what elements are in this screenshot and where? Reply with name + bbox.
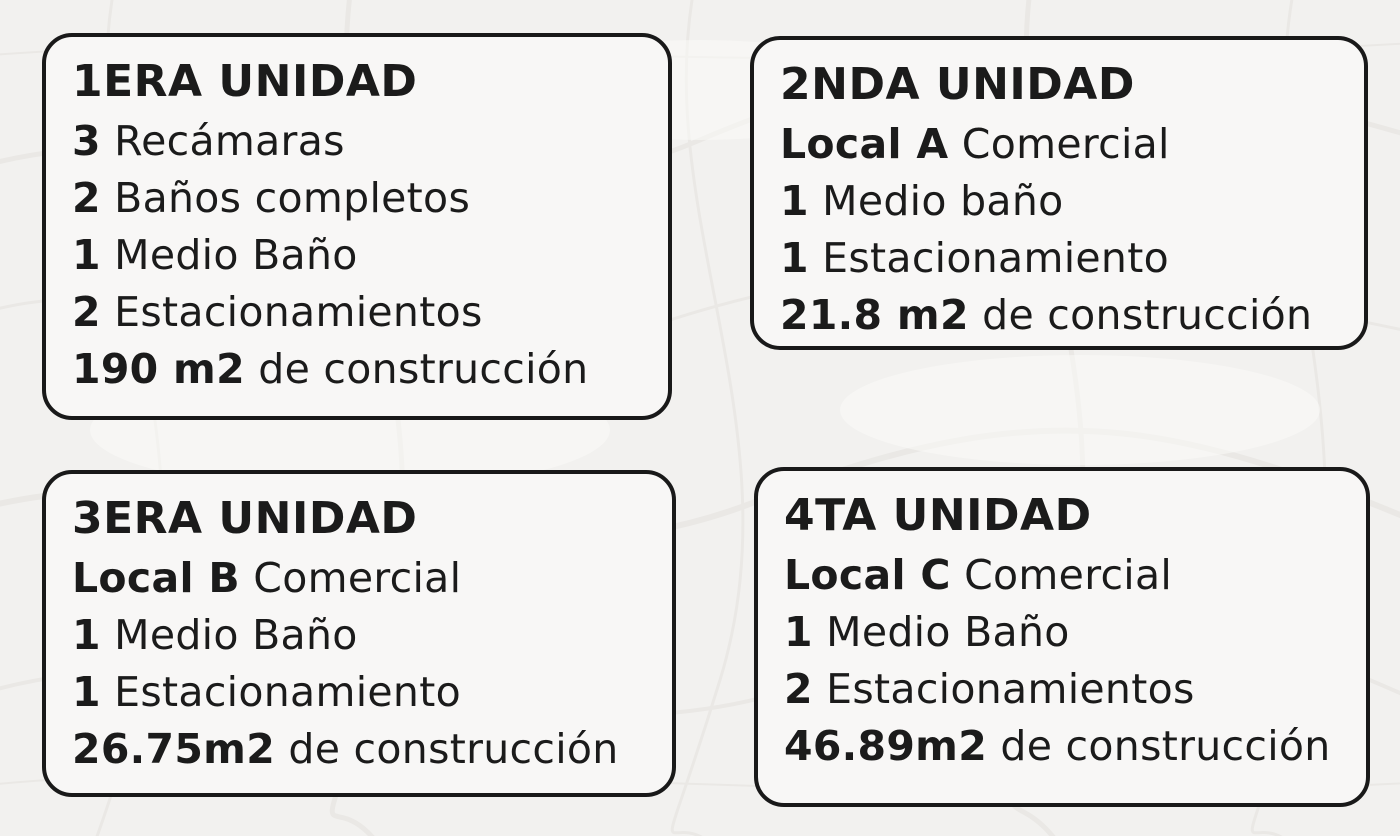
detail-value: 2 [72, 174, 101, 222]
detail-text: Estacionamientos [100, 288, 483, 336]
unit-detail: 3 Recámaras [72, 113, 642, 170]
unit-detail: 2 Baños completos [72, 170, 642, 227]
detail-text: Estacionamientos [812, 665, 1195, 713]
detail-text: Baños completos [100, 174, 471, 222]
detail-text: Comercial [948, 120, 1170, 168]
unit-detail: 1 Estacionamiento [780, 230, 1338, 287]
detail-value: Local B [72, 554, 240, 602]
detail-text: Estacionamiento [808, 234, 1169, 282]
detail-value: 1 [780, 234, 809, 282]
detail-text: Comercial [239, 554, 462, 602]
detail-text: Medio Baño [812, 608, 1070, 656]
unit-title: 3ERA UNIDAD [72, 493, 418, 544]
detail-text: Medio baño [808, 177, 1064, 225]
detail-text: Estacionamiento [100, 668, 461, 716]
unit-detail: Local A Comercial [780, 116, 1338, 173]
detail-value: 1 [72, 611, 101, 659]
detail-value: 46.89m2 [784, 722, 988, 770]
unit-detail: 1 Estacionamiento [72, 664, 646, 721]
detail-value: 1 [72, 231, 101, 279]
unit-card-4: 4TA UNIDAD Local C Comercial 1 Medio Bañ… [754, 467, 1370, 807]
unit-detail: 26.75m2 de construcción [72, 721, 646, 778]
detail-value: Local C [784, 551, 951, 599]
unit-detail: Local B Comercial [72, 550, 646, 607]
detail-value: 190 m2 [72, 345, 245, 393]
detail-value: 21.8 m2 [780, 291, 969, 339]
unit-detail: 1 Medio Baño [72, 607, 646, 664]
detail-text: de construcción [968, 291, 1313, 339]
unit-detail: 2 Estacionamientos [72, 284, 642, 341]
unit-detail: 1 Medio Baño [784, 604, 1340, 661]
detail-text: Comercial [950, 551, 1173, 599]
detail-value: 26.75m2 [72, 725, 276, 773]
unit-card-1: 1ERA UNIDAD 3 Recámaras 2 Baños completo… [42, 33, 672, 420]
unit-detail: Local C Comercial [784, 547, 1340, 604]
unit-detail: 1 Medio Baño [72, 227, 642, 284]
detail-text: de construcción [987, 722, 1331, 770]
unit-detail: 1 Medio baño [780, 173, 1338, 230]
detail-text: de construcción [275, 725, 619, 773]
detail-value: 1 [780, 177, 809, 225]
unit-card-3: 3ERA UNIDAD Local B Comercial 1 Medio Ba… [42, 470, 676, 797]
detail-value: 2 [72, 288, 101, 336]
unit-title: 2NDA UNIDAD [780, 59, 1135, 110]
detail-value: 3 [72, 117, 101, 165]
unit-detail: 190 m2 de construcción [72, 341, 642, 398]
unit-title: 4TA UNIDAD [784, 490, 1092, 541]
detail-text: Medio Baño [100, 611, 358, 659]
unit-card-2: 2NDA UNIDAD Local A Comercial 1 Medio ba… [750, 36, 1368, 350]
unit-detail: 2 Estacionamientos [784, 661, 1340, 718]
detail-value: 2 [784, 665, 813, 713]
unit-detail: 21.8 m2 de construcción [780, 287, 1338, 344]
unit-detail: 46.89m2 de construcción [784, 718, 1340, 775]
detail-text: Medio Baño [100, 231, 358, 279]
unit-title: 1ERA UNIDAD [72, 56, 418, 107]
detail-value: 1 [784, 608, 813, 656]
detail-value: Local A [780, 120, 949, 168]
detail-text: Recámaras [100, 117, 345, 165]
detail-text: de construcción [244, 345, 589, 393]
detail-value: 1 [72, 668, 101, 716]
